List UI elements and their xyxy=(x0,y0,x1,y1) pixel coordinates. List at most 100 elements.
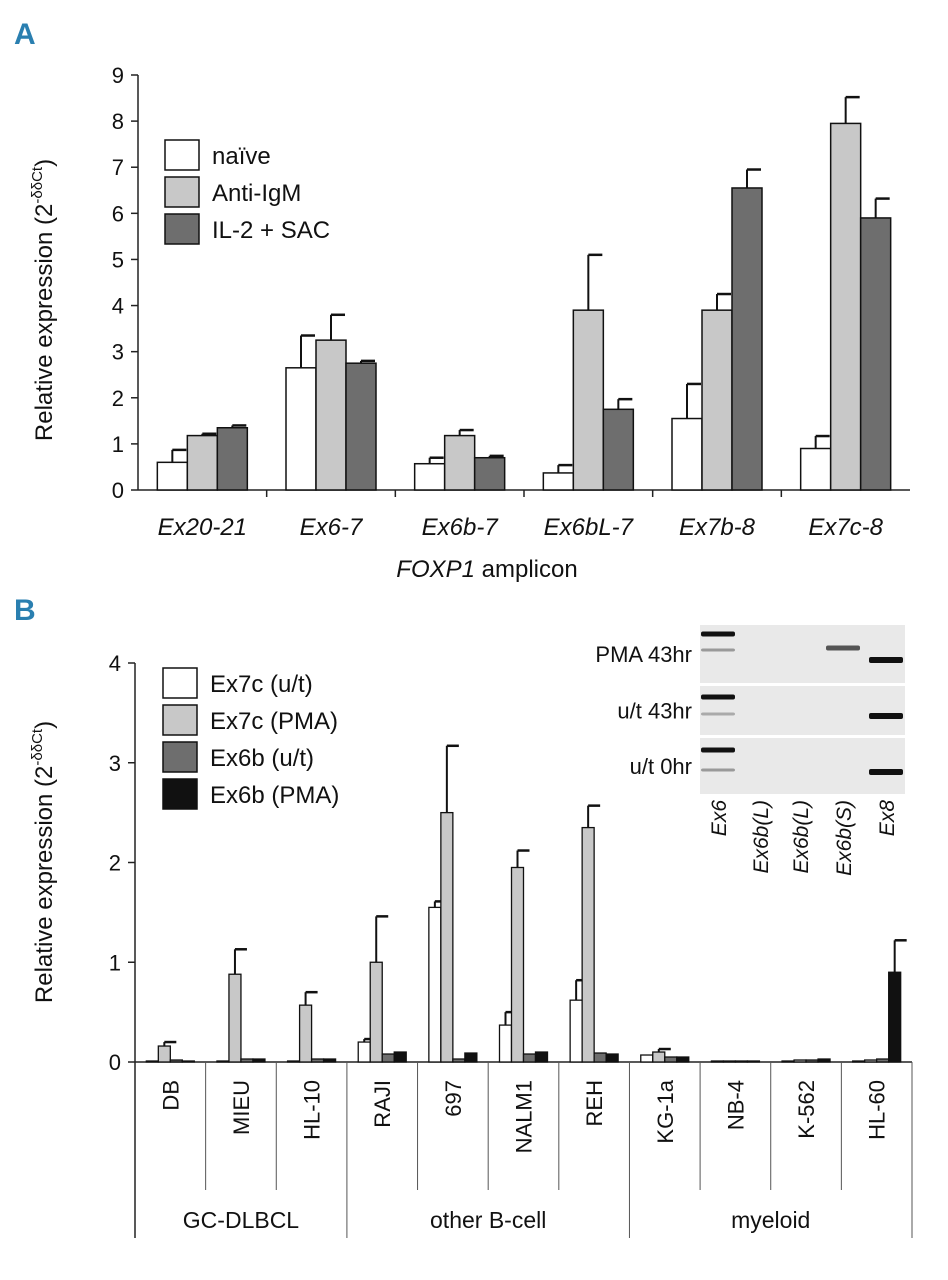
gel-row xyxy=(700,738,905,794)
gel-column-label: Ex8 xyxy=(876,800,899,837)
a-x-tick-label: Ex7b-8 xyxy=(679,514,756,541)
a-bar xyxy=(671,417,703,491)
b-y-tick-label: 3 xyxy=(109,751,121,776)
b-bar xyxy=(781,1060,795,1063)
b-bar xyxy=(805,1059,819,1063)
b-bar xyxy=(746,1060,761,1063)
a-y-tick-label: 0 xyxy=(112,478,124,503)
b-legend-swatch xyxy=(162,704,198,736)
panel-b-chart: Relative expression (2-δδCt) 0 1 2 3 4 DB MIEU… xyxy=(29,651,913,1238)
a-bar xyxy=(413,462,446,491)
b-group-label: myeloid xyxy=(731,1207,810,1233)
a-bar xyxy=(216,427,249,491)
a-legend-label: naïve xyxy=(212,143,271,170)
b-bar xyxy=(605,1053,619,1063)
b-bar xyxy=(322,1058,337,1063)
b-x-tick-label: NB-4 xyxy=(723,1080,748,1130)
b-x-tick-label: K-562 xyxy=(794,1080,819,1139)
b-bar xyxy=(357,1041,371,1063)
a-bar xyxy=(315,339,347,491)
b-bar xyxy=(216,1060,230,1063)
a-x-tick-label: Ex6b-7 xyxy=(422,514,500,541)
b-y-tick-label: 4 xyxy=(109,651,121,676)
gel-row-label: u/t 0hr xyxy=(630,754,692,779)
b-bar xyxy=(240,1058,254,1063)
b-x-tick-label: 697 xyxy=(441,1080,466,1117)
gel-band xyxy=(701,768,735,772)
a-bar xyxy=(731,187,763,491)
gel-inset: PMA 43hr u/t 43hr u/t 0hr Ex6 Ex6b(L) Ex6b(L)… xyxy=(595,625,905,876)
a-bar xyxy=(799,447,832,491)
b-bar xyxy=(181,1060,195,1063)
b-bar xyxy=(393,1051,407,1063)
a-y-tick-label: 9 xyxy=(112,63,124,88)
panel-a-chart: Relative expression (2-δδCt) FOXP1 ampli… xyxy=(29,63,910,583)
b-bar xyxy=(145,1060,159,1063)
b-x-tick-label: REH xyxy=(582,1080,607,1126)
b-bar xyxy=(169,1059,183,1063)
a-legend-swatch xyxy=(164,213,200,245)
b-bar xyxy=(581,826,595,1063)
b-bar xyxy=(157,1045,171,1063)
b-bar xyxy=(652,1051,666,1063)
b-bar xyxy=(510,866,525,1063)
b-bar xyxy=(888,971,902,1063)
gel-band xyxy=(701,631,735,637)
b-bar xyxy=(734,1060,749,1063)
a-bar xyxy=(602,408,635,491)
b-legend-label: Ex6b (u/t) xyxy=(210,745,314,772)
panel-b-ylabel: Relative expression (2-δδCt) xyxy=(29,721,58,1003)
b-bar xyxy=(710,1060,725,1063)
a-bar xyxy=(473,456,506,491)
a-bar xyxy=(285,367,317,491)
b-bar xyxy=(452,1058,466,1063)
b-bar xyxy=(286,1060,301,1063)
b-bar xyxy=(522,1053,537,1063)
gel-row-label: u/t 43hr xyxy=(617,699,692,724)
gel-column-label: Ex6b(S) xyxy=(833,800,856,876)
a-y-tick-label: 7 xyxy=(112,155,124,180)
b-bar xyxy=(310,1058,325,1063)
b-legend-swatch xyxy=(162,741,198,773)
gel-column-label: Ex6 xyxy=(708,800,731,837)
b-bar xyxy=(864,1059,878,1063)
b-bar xyxy=(593,1052,607,1063)
gel-row-label: PMA 43hr xyxy=(595,642,692,667)
gel-band xyxy=(701,747,735,753)
b-legend-label: Ex7c (u/t) xyxy=(210,671,313,698)
b-legend-label: Ex7c (PMA) xyxy=(210,708,338,735)
a-bar xyxy=(701,309,733,491)
a-legend-swatch xyxy=(164,176,200,208)
gel-band xyxy=(869,769,903,775)
a-y-tick-label: 6 xyxy=(112,201,124,226)
b-bar xyxy=(369,961,383,1063)
a-x-tick-label: Ex20-21 xyxy=(158,514,247,541)
a-y-tick-label: 5 xyxy=(112,247,124,272)
gel-band xyxy=(869,657,903,663)
gel-band xyxy=(701,712,735,716)
b-group-label: GC-DLBCL xyxy=(183,1207,300,1233)
b-y-tick-label: 0 xyxy=(109,1050,121,1075)
a-y-tick-label: 3 xyxy=(112,340,124,365)
gel-column-label: Ex6b(L) xyxy=(750,800,773,874)
a-x-tick-label: Ex7c-8 xyxy=(808,514,883,541)
b-bar xyxy=(817,1058,831,1063)
a-y-tick-label: 2 xyxy=(112,386,124,411)
b-group-label: other B-cell xyxy=(430,1207,546,1233)
b-x-tick-label: DB xyxy=(158,1080,183,1111)
b-x-tick-label: RAJI xyxy=(370,1080,395,1128)
gel-band xyxy=(826,645,860,651)
gel-band xyxy=(869,713,903,719)
a-y-tick-label: 8 xyxy=(112,109,124,134)
a-bar xyxy=(186,434,219,491)
b-y-tick-label: 1 xyxy=(109,950,121,975)
b-bar xyxy=(498,1024,513,1063)
gel-band xyxy=(701,648,735,652)
b-legend-swatch xyxy=(162,667,198,699)
a-bar xyxy=(443,434,476,491)
b-x-tick-label: NALM1 xyxy=(512,1080,537,1153)
a-bar xyxy=(542,472,575,491)
b-legend-label: Ex6b (PMA) xyxy=(210,782,339,809)
b-bar xyxy=(793,1059,807,1063)
b-x-tick-label: KG-1a xyxy=(653,1079,678,1143)
